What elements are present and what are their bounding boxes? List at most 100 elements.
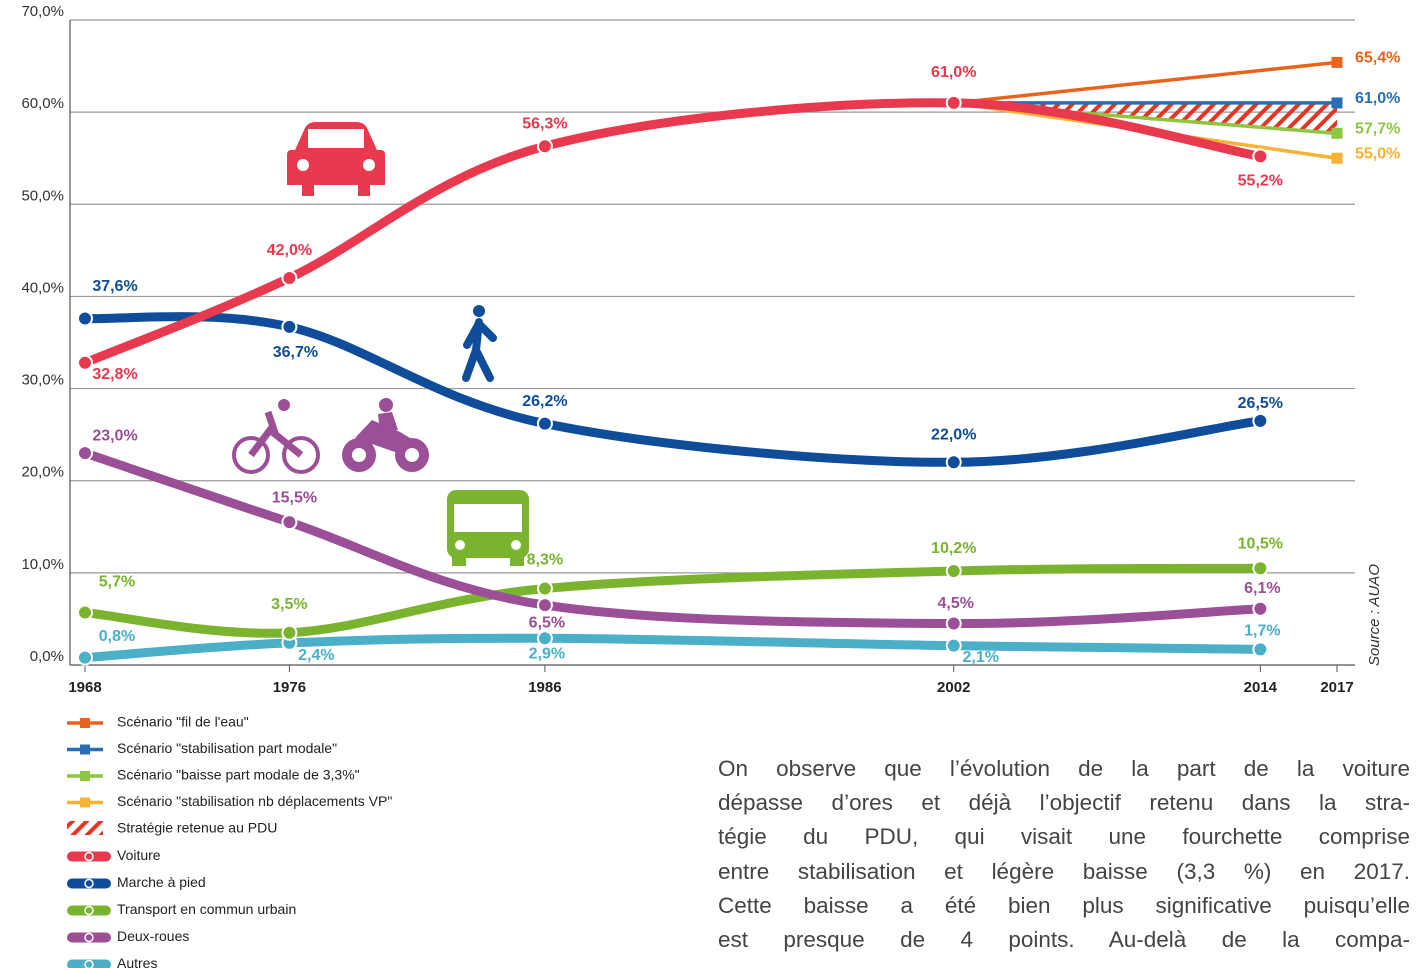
car-icon <box>287 122 385 196</box>
legend-label: Scénario "stabilisation part modale" <box>117 740 337 756</box>
y-tick-label: 40,0% <box>21 279 64 296</box>
paragraph-line: On observe que l’évolution de la part de… <box>718 756 1410 781</box>
x-tick-label: 1968 <box>68 679 101 696</box>
value-label: 55,0% <box>1355 145 1400 162</box>
legend-label: Autres <box>117 955 157 968</box>
x-tick-label: 1976 <box>273 679 306 696</box>
legend-item: Stratégie retenue au PDU <box>67 820 277 836</box>
point <box>536 415 553 432</box>
value-label: 6,5% <box>529 614 565 631</box>
scenario-marker <box>1331 97 1343 109</box>
point <box>281 270 298 286</box>
legend-item: Scénario "fil de l'eau" <box>67 714 249 730</box>
value-label: 10,2% <box>931 540 976 557</box>
value-label: 65,4% <box>1355 50 1400 67</box>
point <box>945 94 962 111</box>
y-tick-label: 70,0% <box>21 3 64 20</box>
value-label: 56,3% <box>522 115 567 132</box>
value-label: 2,4% <box>298 647 334 664</box>
paragraph-line: tégie du PDU, qui visait une fourchette … <box>718 824 1410 850</box>
value-label: 3,5% <box>271 596 307 613</box>
value-label: 23,0% <box>92 427 137 444</box>
value-label: 8,3% <box>527 552 563 569</box>
point <box>945 454 962 471</box>
x-tick-label: 2014 <box>1244 679 1278 696</box>
value-label: 1,7% <box>1244 623 1280 640</box>
y-tick-label: 30,0% <box>21 372 64 389</box>
pedestrian-icon <box>462 305 497 382</box>
x-tick-label: 2002 <box>937 679 970 696</box>
legend-item: Deux-roues <box>67 928 189 944</box>
paragraph-line: Cette baisse a été bien plus significati… <box>718 892 1410 918</box>
value-label: 57,7% <box>1355 121 1400 138</box>
value-label: 22,0% <box>931 427 976 444</box>
point <box>945 637 962 654</box>
legend-swatch <box>84 878 94 889</box>
paragraph-line: entre stabilisation et légère baisse (3,… <box>718 858 1410 884</box>
paragraph-line: est presque de 4 points. Au-delà de la c… <box>718 927 1410 953</box>
bus-icon <box>447 490 529 566</box>
point <box>77 604 93 621</box>
legend-item: Scénario "baisse part modale de 3,3%" <box>67 767 360 783</box>
legend-label: Scénario "fil de l'eau" <box>117 714 249 730</box>
legend-label: Transport en commun urbain <box>117 901 296 917</box>
legend-swatch <box>84 932 94 943</box>
series-line <box>80 448 1265 629</box>
value-label: 55,2% <box>1238 173 1283 190</box>
point <box>1252 641 1269 658</box>
legend-item: Transport en commun urbain <box>67 901 296 917</box>
value-label: 2,9% <box>529 645 565 662</box>
y-tick-label: 20,0% <box>21 464 64 481</box>
point <box>77 310 93 327</box>
series-line <box>80 563 1265 638</box>
y-tick-label: 50,0% <box>21 187 64 204</box>
legend-label: Scénario "baisse part modale de 3,3%" <box>117 767 360 783</box>
value-label: 5,7% <box>99 574 135 591</box>
motorbike-icon <box>342 398 429 472</box>
value-label: 32,8% <box>92 366 137 383</box>
bicycle-icon <box>232 399 320 474</box>
value-label: 15,5% <box>272 489 317 506</box>
point <box>536 138 553 155</box>
legend-item: Autres <box>67 955 157 968</box>
legend-swatch <box>84 959 94 968</box>
legend-label: Scénario "stabilisation nb déplacements … <box>117 793 392 809</box>
y-tick-label: 0,0% <box>30 648 64 665</box>
point <box>281 624 298 641</box>
legend-item: Scénario "stabilisation part modale" <box>67 740 337 756</box>
point <box>945 615 962 632</box>
value-label: 6,1% <box>1244 580 1280 597</box>
icons <box>232 122 529 566</box>
scenario-marker <box>1331 152 1343 164</box>
legend-item: Scénario "stabilisation nb déplacements … <box>67 793 392 809</box>
legend-label: Deux-roues <box>117 928 189 944</box>
point <box>77 354 93 371</box>
value-label: 26,5% <box>1238 395 1283 412</box>
legend-swatch <box>80 718 90 728</box>
legend-item: Marche à pied <box>67 874 206 890</box>
point <box>945 563 962 580</box>
value-label: 36,7% <box>273 344 318 361</box>
legend-item: Voiture <box>67 847 161 863</box>
y-tick-label: 10,0% <box>21 556 64 573</box>
value-label: 42,0% <box>267 242 312 259</box>
scenario-marker <box>1331 56 1343 68</box>
point <box>77 649 93 666</box>
point <box>77 445 93 462</box>
point <box>536 630 553 647</box>
y-tick-label: 60,0% <box>21 95 64 112</box>
legend-swatch <box>67 821 103 835</box>
value-label: 26,2% <box>522 393 567 410</box>
x-tick-label: 2017 <box>1320 679 1353 696</box>
point <box>1252 600 1269 617</box>
series-line <box>80 633 1265 663</box>
legend-swatch <box>80 744 90 755</box>
point <box>1252 148 1269 165</box>
legend-swatch <box>80 771 90 781</box>
scenario-line <box>953 60 1338 105</box>
point <box>536 580 553 597</box>
value-label: 37,6% <box>92 278 137 295</box>
value-label: 4,5% <box>938 595 974 612</box>
